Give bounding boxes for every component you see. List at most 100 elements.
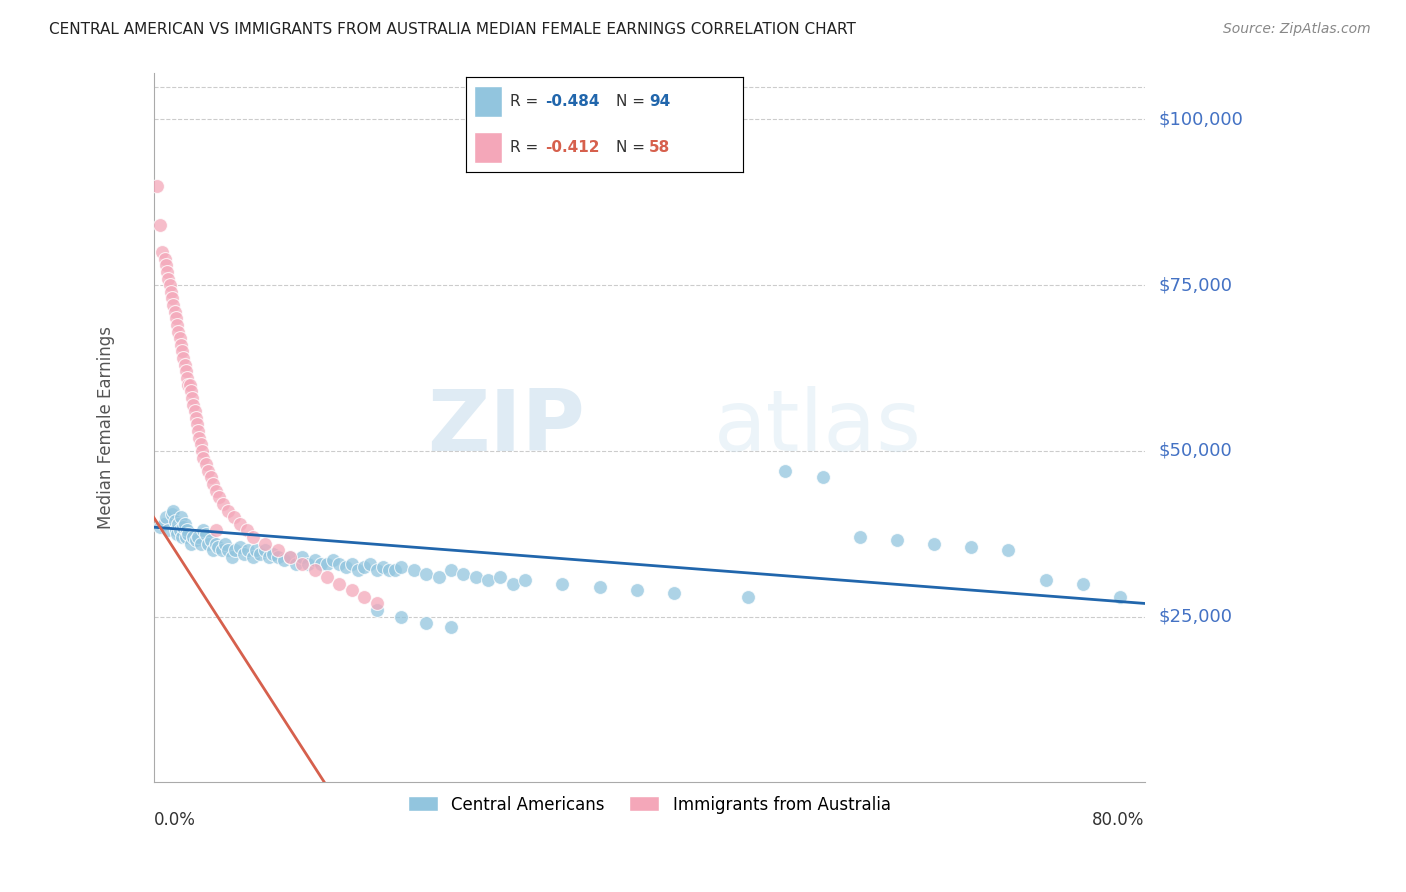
Point: [156, 265, 179, 279]
Point: [180, 537, 202, 551]
Text: Median Female Earnings: Median Female Earnings: [97, 326, 115, 529]
Point: [353, 590, 375, 604]
Point: [176, 371, 198, 385]
Point: [304, 553, 326, 567]
Point: [1108, 590, 1130, 604]
Point: [200, 533, 222, 548]
Point: [155, 510, 177, 524]
Point: [181, 397, 204, 411]
Point: [322, 553, 344, 567]
Point: [181, 530, 204, 544]
Point: [922, 537, 945, 551]
Point: [389, 609, 412, 624]
Point: [371, 560, 394, 574]
Point: [340, 583, 363, 598]
Point: [162, 298, 184, 312]
Point: [266, 549, 288, 564]
Point: [389, 560, 412, 574]
Point: [285, 557, 308, 571]
Point: [214, 537, 236, 551]
Point: [184, 410, 207, 425]
Point: [378, 563, 401, 577]
Point: [153, 252, 176, 266]
Point: [166, 526, 188, 541]
Point: [194, 526, 217, 541]
Point: [997, 543, 1019, 558]
Point: [1035, 573, 1057, 587]
Text: ZIP: ZIP: [427, 386, 585, 469]
Point: [150, 245, 173, 260]
Point: [166, 318, 188, 332]
Point: [335, 560, 357, 574]
Point: [737, 590, 759, 604]
Point: [217, 543, 239, 558]
Point: [242, 549, 264, 564]
Point: [176, 524, 198, 538]
Point: [415, 616, 437, 631]
Point: [170, 510, 193, 524]
Point: [366, 596, 388, 610]
Point: [204, 524, 226, 538]
Point: [194, 457, 217, 471]
Point: [304, 563, 326, 577]
Point: [235, 524, 257, 538]
Point: [191, 444, 214, 458]
Point: [204, 483, 226, 498]
Point: [427, 570, 450, 584]
Point: [229, 540, 252, 554]
Point: [229, 516, 252, 531]
Point: [159, 278, 181, 293]
Point: [366, 563, 388, 577]
Point: [224, 543, 246, 558]
Point: [172, 351, 194, 365]
Point: [162, 503, 184, 517]
Point: [160, 507, 183, 521]
Point: [202, 477, 225, 491]
Point: [266, 543, 288, 558]
Point: [588, 580, 610, 594]
Point: [278, 549, 301, 564]
Point: [186, 417, 208, 432]
Point: [167, 516, 190, 531]
Point: [163, 514, 186, 528]
Point: [453, 566, 475, 581]
Point: [811, 470, 834, 484]
Point: [146, 178, 169, 193]
Point: [254, 537, 277, 551]
Point: [236, 543, 259, 558]
Point: [160, 292, 183, 306]
Point: [291, 557, 314, 571]
Point: [165, 524, 187, 538]
Text: CENTRAL AMERICAN VS IMMIGRANTS FROM AUSTRALIA MEDIAN FEMALE EARNINGS CORRELATION: CENTRAL AMERICAN VS IMMIGRANTS FROM AUST…: [49, 22, 856, 37]
Point: [167, 325, 190, 339]
Point: [173, 358, 195, 372]
Point: [359, 557, 381, 571]
Point: [262, 547, 284, 561]
Point: [165, 311, 187, 326]
Point: [440, 620, 463, 634]
Point: [170, 338, 193, 352]
Point: [177, 526, 200, 541]
Point: [169, 331, 191, 345]
Point: [172, 344, 194, 359]
Point: [464, 570, 486, 584]
Point: [257, 549, 280, 564]
Point: [489, 570, 512, 584]
Point: [515, 573, 537, 587]
Point: [297, 557, 319, 571]
Point: [551, 576, 574, 591]
Point: [848, 530, 870, 544]
Point: [224, 510, 246, 524]
Point: [204, 537, 226, 551]
Point: [208, 491, 231, 505]
Point: [149, 520, 172, 534]
Point: [207, 540, 229, 554]
Point: [502, 576, 524, 591]
Legend: Central Americans, Immigrants from Australia: Central Americans, Immigrants from Austr…: [401, 789, 897, 821]
Point: [190, 537, 212, 551]
Point: [221, 549, 243, 564]
Point: [181, 391, 204, 405]
Text: $50,000: $50,000: [1159, 442, 1232, 460]
Point: [211, 543, 233, 558]
Point: [328, 576, 350, 591]
